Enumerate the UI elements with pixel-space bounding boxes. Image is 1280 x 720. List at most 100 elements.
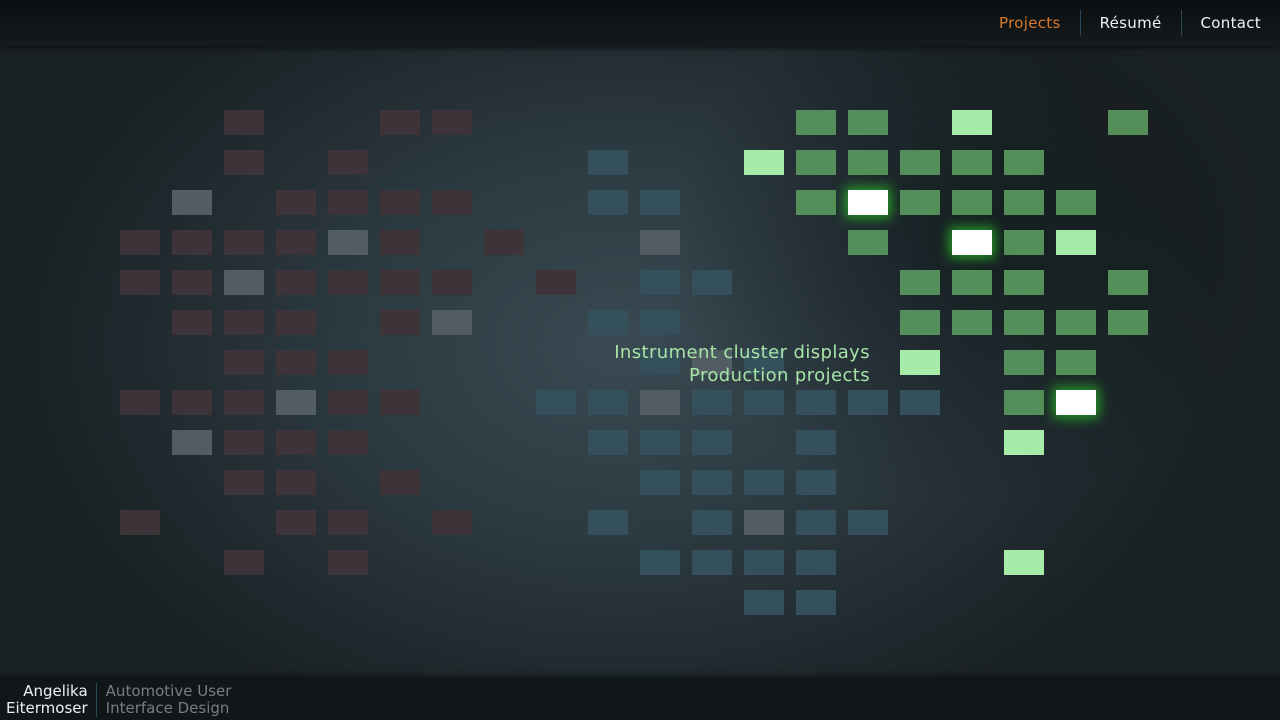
project-tile-green[interactable] [1004,350,1044,375]
project-tile-red-dim[interactable] [224,350,264,375]
project-tile-blue-dim[interactable] [744,550,784,575]
project-tile-blue-dim[interactable] [796,470,836,495]
project-tile-red-dim[interactable] [120,510,160,535]
project-tile-blue-dim[interactable] [692,390,732,415]
project-tile-red-dim[interactable] [224,430,264,455]
project-tile-blue-dim[interactable] [796,430,836,455]
project-tile-gray-highlight[interactable] [640,390,680,415]
project-tile-blue-dim[interactable] [588,150,628,175]
project-tile-red-dim[interactable] [276,190,316,215]
project-tile-red-dim[interactable] [120,270,160,295]
project-tile-red-dim[interactable] [276,310,316,335]
project-tile-blue-dim[interactable] [588,390,628,415]
project-tile-blue-dim[interactable] [536,390,576,415]
project-tile-green[interactable] [848,230,888,255]
project-tile-red-dim[interactable] [224,110,264,135]
project-tile-blue-dim[interactable] [900,390,940,415]
project-tile-light-green[interactable] [952,110,992,135]
project-tile-blue-dim[interactable] [692,270,732,295]
project-tile-blue-dim[interactable] [796,550,836,575]
brand[interactable]: Angelika Eitermoser Automotive User Inte… [6,683,231,717]
project-tile-red-dim[interactable] [328,150,368,175]
project-tile-green[interactable] [796,150,836,175]
project-tile-red-dim[interactable] [432,190,472,215]
project-tile-red-dim[interactable] [432,270,472,295]
project-tile-gray-highlight[interactable] [744,510,784,535]
project-tile-green[interactable] [952,150,992,175]
project-tile-white-active[interactable] [1056,390,1096,415]
project-tile-green[interactable] [952,190,992,215]
project-tile-blue-dim[interactable] [796,590,836,615]
project-tile-red-dim[interactable] [276,470,316,495]
project-tile-blue-dim[interactable] [588,510,628,535]
project-tile-green[interactable] [1108,270,1148,295]
project-tile-red-dim[interactable] [328,430,368,455]
project-tile-red-dim[interactable] [536,270,576,295]
project-tile-red-dim[interactable] [276,270,316,295]
project-tile-blue-dim[interactable] [640,270,680,295]
project-tile-green[interactable] [900,310,940,335]
project-tile-green[interactable] [900,190,940,215]
nav-contact[interactable]: Contact [1200,14,1261,32]
project-tile-blue-dim[interactable] [588,190,628,215]
project-tile-green[interactable] [1056,350,1096,375]
project-tile-red-dim[interactable] [380,190,420,215]
project-tile-light-green[interactable] [1004,430,1044,455]
project-tile-green[interactable] [900,270,940,295]
project-tile-red-dim[interactable] [380,310,420,335]
project-tile-blue-dim[interactable] [692,470,732,495]
project-tile-green[interactable] [1004,150,1044,175]
project-tile-blue-dim[interactable] [744,390,784,415]
project-tile-red-dim[interactable] [224,550,264,575]
project-tile-green[interactable] [952,310,992,335]
project-tile-gray-highlight[interactable] [640,230,680,255]
project-tile-red-dim[interactable] [224,310,264,335]
project-tile-red-dim[interactable] [224,390,264,415]
project-tile-red-dim[interactable] [172,310,212,335]
project-tile-green[interactable] [796,190,836,215]
project-tile-white-active[interactable] [848,190,888,215]
project-tile-green[interactable] [1108,110,1148,135]
project-tile-blue-dim[interactable] [640,430,680,455]
project-tile-gray-highlight[interactable] [172,430,212,455]
project-tile-red-dim[interactable] [120,230,160,255]
project-tile-red-dim[interactable] [172,270,212,295]
project-tile-green[interactable] [1004,230,1044,255]
project-tile-red-dim[interactable] [380,110,420,135]
project-tile-gray-highlight[interactable] [224,270,264,295]
project-tile-blue-dim[interactable] [588,310,628,335]
project-tile-red-dim[interactable] [328,270,368,295]
project-tile-gray-highlight[interactable] [432,310,472,335]
project-tile-gray-highlight[interactable] [692,350,732,375]
project-tile-red-dim[interactable] [172,230,212,255]
project-tile-blue-dim[interactable] [796,390,836,415]
project-tile-red-dim[interactable] [328,390,368,415]
project-tile-green[interactable] [1004,270,1044,295]
project-tile-light-green[interactable] [1056,230,1096,255]
project-tile-gray-highlight[interactable] [276,390,316,415]
project-tile-white-active[interactable] [952,230,992,255]
project-tile-red-dim[interactable] [120,390,160,415]
project-tile-green[interactable] [952,270,992,295]
project-tile-red-dim[interactable] [224,230,264,255]
project-tile-light-green[interactable] [1004,550,1044,575]
project-tile-blue-dim[interactable] [640,310,680,335]
project-tile-green[interactable] [1004,310,1044,335]
project-tile-green[interactable] [1108,310,1148,335]
project-tile-blue-dim[interactable] [692,430,732,455]
project-tile-blue-dim[interactable] [640,190,680,215]
project-tile-red-dim[interactable] [328,350,368,375]
project-tile-green[interactable] [1056,190,1096,215]
nav-projects[interactable]: Projects [999,14,1061,32]
project-tile-red-dim[interactable] [484,230,524,255]
project-tile-blue-dim[interactable] [692,550,732,575]
project-tile-red-dim[interactable] [380,470,420,495]
project-tile-blue-dim[interactable] [744,470,784,495]
project-tile-blue-dim[interactable] [640,470,680,495]
project-tile-green[interactable] [1056,310,1096,335]
project-tile-red-dim[interactable] [432,510,472,535]
project-tile-green[interactable] [848,150,888,175]
project-tile-blue-dim[interactable] [640,350,680,375]
project-tile-red-dim[interactable] [172,390,212,415]
project-tile-green[interactable] [848,110,888,135]
